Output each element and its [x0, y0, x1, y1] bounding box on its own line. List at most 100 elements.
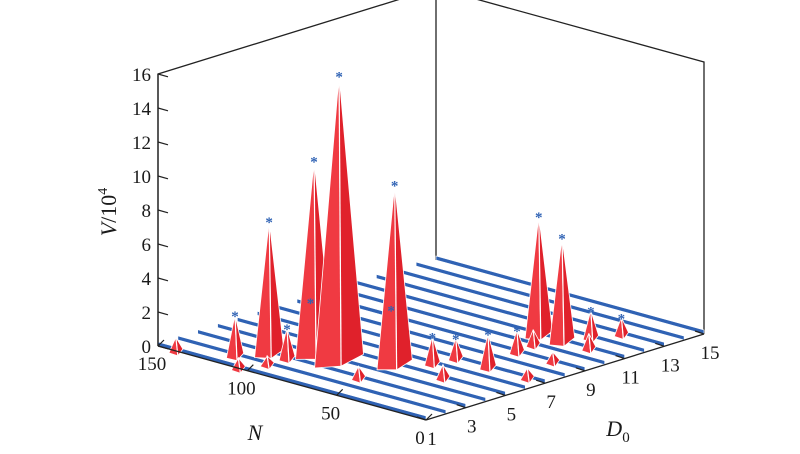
v-tick [157, 243, 169, 248]
n-tick-label: 0 [415, 428, 425, 449]
d-tick-label: 15 [701, 343, 720, 364]
peak-highlight [313, 160, 317, 360]
peak-highlight [620, 317, 625, 340]
n-tick [425, 413, 433, 421]
peak-highlight [237, 357, 241, 374]
v-tick [157, 209, 169, 214]
y-axis-title: V/104 [96, 188, 121, 237]
peak-marker: * [391, 179, 399, 195]
peak-marker: * [535, 210, 543, 226]
d-tick [456, 404, 466, 409]
peak-highlight [487, 333, 491, 373]
d-tick [615, 355, 625, 360]
v-tick [157, 73, 169, 78]
peak-highlight [590, 310, 594, 343]
d-tick [575, 367, 586, 372]
v-tick-label: 0 [142, 337, 152, 358]
peak-highlight [442, 364, 446, 384]
peak-markers: * * * * * * * * * * * * * * * * [231, 70, 625, 349]
peak-highlight [394, 184, 398, 370]
peak-highlight [516, 329, 520, 358]
v-tick [157, 107, 169, 112]
n-tick-label: 50 [321, 403, 340, 424]
peak-highlight [175, 337, 179, 356]
d-tick [655, 342, 665, 347]
d-tick-label: 5 [507, 404, 517, 425]
v-tick [157, 277, 169, 282]
peak-left-face [524, 215, 542, 341]
peak-marker: * [558, 232, 566, 248]
d-tick-label: 7 [546, 392, 556, 413]
v-tick-label: 16 [132, 65, 151, 86]
n-tick [336, 388, 344, 396]
ridge-d2 [177, 335, 447, 415]
back-planes [157, 0, 705, 346]
peak-highlight [234, 314, 238, 361]
peak-marker: * [452, 332, 460, 348]
peak-marker: * [231, 309, 239, 325]
d-axis-line [425, 333, 705, 421]
peak-marker: * [587, 304, 595, 320]
v-tick-label: 4 [142, 269, 152, 290]
peak-right-face [394, 184, 413, 371]
peak-highlight [357, 366, 362, 384]
n-tick-label: 150 [138, 354, 167, 375]
n-tick [157, 339, 165, 347]
ridge-d14 [415, 261, 685, 341]
peak-highlight [431, 336, 435, 369]
d-tick [416, 416, 427, 421]
d-tick-label: 9 [586, 380, 596, 401]
peak-marker: * [310, 154, 318, 170]
v-tick [157, 141, 169, 146]
peak-right-face [338, 75, 364, 367]
peak-highlight [266, 355, 270, 370]
d-axis-title: D0 [605, 416, 629, 446]
peak-left-face [295, 160, 317, 360]
d-tick-label: 3 [467, 417, 477, 438]
d-tick-label: 13 [661, 355, 680, 376]
peak-marker: * [429, 330, 437, 346]
v-tick [157, 175, 169, 180]
peak-highlight [268, 220, 272, 359]
v-tick-label: 6 [142, 235, 152, 256]
ridge-d15 [435, 255, 705, 335]
n-axis-title: N [247, 420, 264, 445]
peak-highlight [338, 75, 342, 367]
d-tick [535, 379, 546, 384]
back-frame-d [477, 0, 705, 334]
peak-highlight [538, 215, 542, 340]
peak-highlight [532, 329, 536, 351]
v-tick-label: 14 [132, 99, 152, 120]
v-tick-label: 2 [142, 303, 152, 324]
n-tick-label: 100 [227, 379, 256, 400]
peak-marker: * [265, 215, 273, 231]
peak-highlight [588, 333, 592, 354]
peak-marker: * [387, 303, 395, 319]
peak-highlight [552, 351, 556, 368]
peak-left-face [254, 220, 272, 359]
d-tick-label: 11 [621, 368, 639, 389]
v-tick-label: 12 [132, 133, 151, 154]
peak-marker: * [283, 322, 291, 338]
d-tick [496, 391, 506, 396]
d-tick-label: 1 [427, 429, 437, 450]
peak-highlight [455, 338, 459, 364]
n-tick [246, 364, 254, 372]
ridge-d8 [296, 298, 566, 378]
peak-marker: * [618, 311, 626, 327]
n-axis-line [157, 345, 427, 421]
v-tick-label: 10 [132, 167, 151, 188]
peak-marker: * [484, 327, 492, 343]
d-tick [694, 330, 705, 335]
peak-highlight [286, 327, 290, 364]
peak-marker: * [513, 324, 521, 340]
peak-marker: * [335, 70, 343, 86]
v-tick [157, 311, 169, 316]
v-tick-label: 8 [142, 201, 152, 222]
peak-highlight [561, 237, 565, 347]
peak-layer [168, 75, 629, 385]
peak-marker: * [307, 296, 315, 312]
peak-highlight [526, 367, 530, 384]
